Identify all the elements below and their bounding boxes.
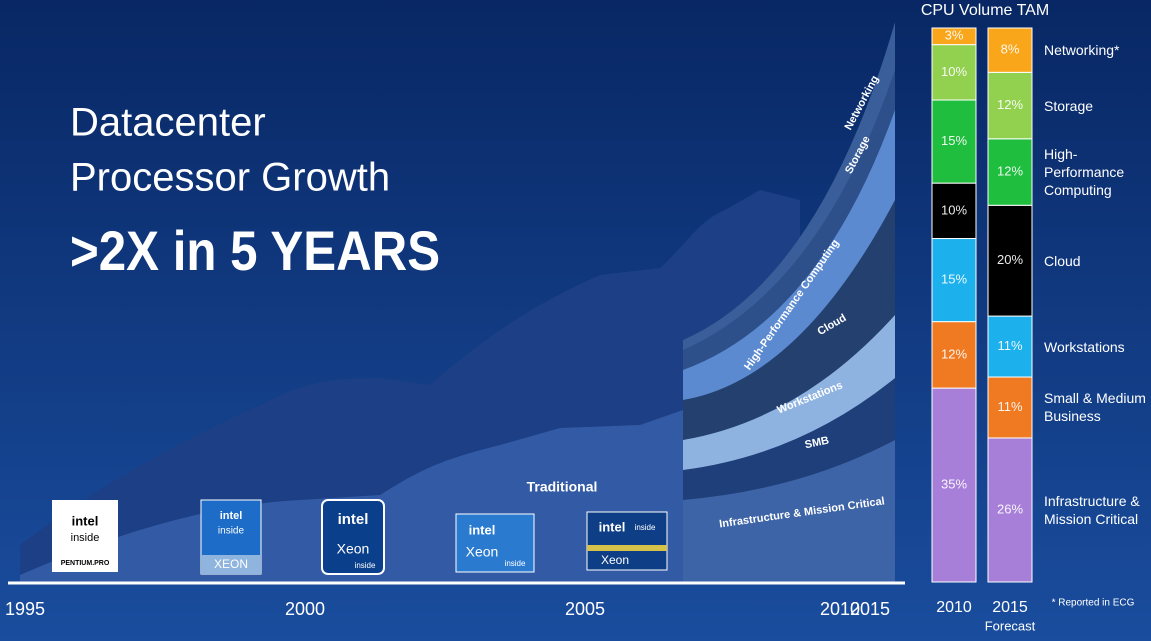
bar-segment [987, 437, 1033, 583]
logo: intel inside XEON [200, 499, 262, 575]
logo-text: intel [599, 519, 626, 534]
bar-segment [987, 71, 1033, 140]
bar-segment [931, 387, 977, 583]
logo-text: intel [469, 522, 496, 537]
value-label: 3% [945, 28, 964, 43]
legend-entry: Small & Medium Business [1044, 390, 1146, 425]
value-label: 12% [941, 346, 967, 361]
value-label: 11% [997, 338, 1022, 353]
logo-text: inside [71, 532, 100, 544]
logo-text: inside [505, 559, 526, 568]
bar-segment [987, 315, 1033, 378]
bar-segment [931, 27, 977, 46]
logo-text: XEON [214, 557, 248, 571]
logo-text: inside [218, 526, 245, 537]
x-label: 2005 [565, 599, 605, 619]
bar-segment [931, 182, 977, 240]
segment-infrastructure [683, 440, 895, 583]
bar-segment [987, 376, 1033, 439]
legend-entry: Infrastructure & Mission Critical [1044, 492, 1140, 527]
value-label: 10% [941, 202, 967, 217]
title-line: Datacenter [70, 101, 266, 145]
value-label: 12% [997, 97, 1023, 112]
x-label: 2010 [820, 599, 860, 619]
logo-text: inside [635, 523, 656, 532]
value-label: 26% [997, 501, 1023, 516]
value-label: 10% [941, 64, 967, 79]
value-label: 12% [997, 163, 1023, 178]
bar-segment [931, 99, 977, 184]
legend-entry: Storage [1044, 97, 1094, 114]
legend-entry: Networking* [1044, 42, 1120, 59]
title-line: Processor Growth [70, 156, 390, 200]
legend-entry: Cloud [1044, 252, 1081, 269]
logo-text: PENTIUM.PRO [61, 560, 110, 567]
value-label: 15% [941, 272, 967, 287]
x-tick-label: 2010 [936, 599, 972, 616]
x-label: 1995 [5, 599, 45, 619]
logo-text: Xeon [601, 553, 629, 567]
logo-text: Xeon [337, 541, 370, 557]
bar-segment [931, 44, 977, 101]
value-label: 20% [997, 252, 1023, 267]
category-note: Forecast [985, 618, 1036, 633]
logo-text: intel [220, 510, 243, 522]
logo: intel inside Xeon [586, 511, 668, 571]
footnote: * Reported in ECG [1052, 598, 1135, 609]
value-label: 15% [941, 133, 967, 148]
logo-text: inside [355, 561, 376, 570]
x-tick-label: 2015 [992, 599, 1028, 616]
legend-entry: Workstations [1044, 338, 1125, 355]
bar-segment [987, 27, 1033, 73]
x-label: 2000 [285, 599, 325, 619]
x-label: 2015 [850, 599, 890, 619]
logo: intel inside PENTIUM.PRO [52, 500, 118, 572]
area-label: Traditional [527, 479, 598, 495]
headline: >2X in 5 YEARS [70, 220, 440, 283]
logo-text: intel [72, 513, 99, 528]
logo: intel Xeon inside [321, 499, 385, 575]
chart-title: CPU Volume TAM [921, 2, 1049, 19]
segment-label: SMB [804, 434, 830, 451]
logo-text: Xeon [466, 544, 499, 560]
logo-text: intel [338, 511, 369, 528]
legend-entry: High-Performance Computing [1044, 146, 1125, 199]
bar-segment [931, 238, 977, 323]
value-label: 35% [941, 476, 967, 491]
logo: intel Xeon inside [455, 513, 535, 573]
value-label: 8% [1001, 42, 1020, 57]
bar-segment [931, 321, 977, 389]
value-label: 11% [997, 399, 1022, 414]
bar-segment [987, 138, 1033, 206]
